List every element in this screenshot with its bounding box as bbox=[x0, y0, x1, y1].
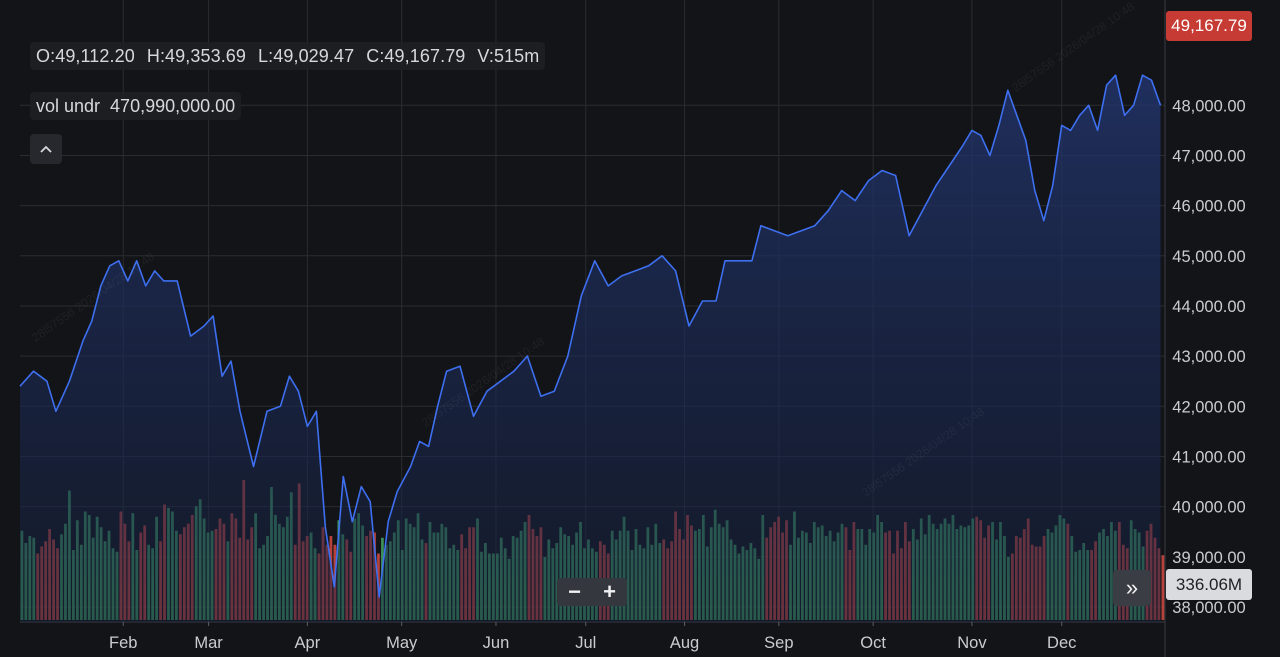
x-tick-label: May bbox=[386, 634, 418, 652]
x-tick-label: Apr bbox=[295, 634, 321, 652]
volume-indicator-label: vol undr bbox=[36, 95, 101, 116]
scroll-to-realtime-button[interactable]: » bbox=[1113, 570, 1151, 606]
y-tick-label: 39,000.00 bbox=[1172, 549, 1245, 567]
y-tick-label: 46,000.00 bbox=[1172, 198, 1245, 216]
ohlc-open: O:49,112.20 bbox=[36, 45, 135, 66]
volume-bar bbox=[1161, 555, 1165, 620]
last-price-badge: 49,167.79 bbox=[1166, 11, 1252, 41]
price-area-fill bbox=[20, 75, 1161, 622]
x-tick-label: Sep bbox=[764, 634, 793, 652]
ohlc-legend: O:49,112.20 H:49,353.69 L:49,029.47 C:49… bbox=[30, 42, 546, 70]
y-tick-label: 44,000.00 bbox=[1172, 298, 1245, 316]
chevron-up-icon bbox=[40, 145, 52, 153]
double-chevron-right-icon: » bbox=[1125, 575, 1139, 600]
x-tick-label: Oct bbox=[860, 634, 886, 652]
x-tick-label: Nov bbox=[957, 634, 987, 652]
y-axis: 38,000.00 39,000.00 40,000.00 41,000.00 42,0… bbox=[1172, 97, 1245, 617]
price-line bbox=[19, 74, 1162, 598]
x-tick-label: Aug bbox=[670, 634, 699, 652]
ohlc-low: L:49,029.47 bbox=[258, 45, 355, 66]
collapse-legend-button[interactable] bbox=[30, 134, 62, 164]
price-area bbox=[19, 74, 1162, 622]
y-tick-label: 38,000.00 bbox=[1172, 599, 1245, 617]
y-tick-label: 42,000.00 bbox=[1172, 398, 1245, 416]
y-tick-label: 40,000.00 bbox=[1172, 499, 1245, 517]
ohlc-high: H:49,353.69 bbox=[146, 45, 247, 66]
volume-indicator-legend[interactable]: vol undr 470,990,000.00 bbox=[30, 92, 242, 120]
zoom-controls: − + bbox=[557, 578, 627, 606]
x-tick-label: Feb bbox=[109, 634, 137, 652]
volume-indicator-value: 470,990,000.00 bbox=[110, 95, 236, 116]
y-tick-label: 41,000.00 bbox=[1172, 448, 1245, 466]
y-tick-label: 48,000.00 bbox=[1172, 97, 1245, 115]
y-tick-label: 47,000.00 bbox=[1172, 147, 1245, 165]
y-tick-label: 43,000.00 bbox=[1172, 348, 1245, 366]
x-tick-label: Jul bbox=[575, 634, 596, 652]
x-tick-label: Mar bbox=[194, 634, 223, 652]
zoom-in-button[interactable]: + bbox=[603, 579, 616, 604]
x-tick-label: Dec bbox=[1047, 634, 1076, 652]
zoom-out-button[interactable]: − bbox=[568, 579, 581, 604]
x-tick-label: Jun bbox=[483, 634, 510, 652]
ohlc-volume: V:515m bbox=[477, 45, 540, 66]
ohlc-close: C:49,167.79 bbox=[366, 45, 466, 66]
last-volume-badge: 336.06M bbox=[1166, 569, 1252, 600]
x-axis: Feb Mar Apr May Jun Jul Aug Sep Oct Nov Dec bbox=[109, 622, 1076, 652]
y-tick-label: 45,000.00 bbox=[1172, 248, 1245, 266]
